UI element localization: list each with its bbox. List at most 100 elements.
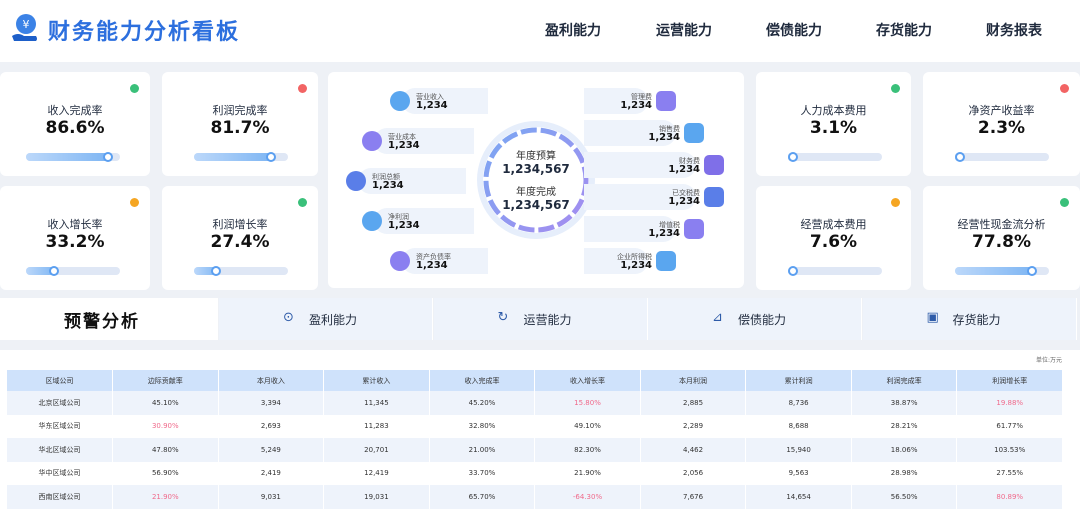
column-header[interactable]: 累计利润 bbox=[745, 370, 852, 391]
kpi-card-profit-completion[interactable]: 利润完成率 81.7% bbox=[162, 72, 318, 176]
kpi-progress-bar bbox=[26, 266, 120, 276]
table-cell: 2,885 bbox=[640, 391, 747, 415]
kpi-progress-fill bbox=[194, 267, 220, 275]
column-header[interactable]: 区域公司 bbox=[7, 370, 114, 391]
table-cell: 38.87% bbox=[851, 391, 958, 415]
table-row[interactable]: 西南区域公司 21.90% 9,031 19,031 65.70% -64.30% 7,67… bbox=[7, 485, 1063, 509]
table-cell: 65.70% bbox=[429, 485, 536, 509]
item-pill bbox=[584, 152, 696, 178]
nav-operations[interactable]: 运营能力 bbox=[656, 23, 712, 39]
table-cell: 21.90% bbox=[534, 461, 641, 485]
table-cell: 华中区域公司 bbox=[7, 461, 114, 485]
table-cell: 45.20% bbox=[429, 391, 536, 415]
warning-table-panel: 单位:万元 区域公司 边际贡献率 本月收入 累计收入 收入完成率 收入增长率 本月利润 累计利… bbox=[0, 350, 1080, 512]
column-header[interactable]: 利润增长率 bbox=[956, 370, 1063, 391]
kpi-progress-knob[interactable] bbox=[1026, 266, 1037, 276]
column-header[interactable]: 收入完成率 bbox=[429, 370, 536, 391]
item-label: 财务费 bbox=[679, 157, 700, 165]
kpi-progress-knob[interactable] bbox=[788, 152, 798, 162]
table-cell: 12,419 bbox=[323, 461, 430, 485]
tab-inventory[interactable]: ▣ 存货能力 bbox=[862, 298, 1077, 340]
table-cell: 15.80% bbox=[534, 391, 641, 415]
column-header[interactable]: 累计收入 bbox=[323, 370, 430, 391]
management-icon bbox=[656, 91, 676, 111]
nav-inventory[interactable]: 存货能力 bbox=[876, 23, 932, 39]
card-icon bbox=[390, 251, 410, 271]
table-row[interactable]: 北京区域公司 45.10% 3,394 11,345 45.20% 15.80% 2,885… bbox=[7, 391, 1063, 415]
item-pill bbox=[358, 168, 466, 194]
kpi-progress-bar bbox=[26, 152, 120, 162]
budget-label: 年度预算 bbox=[516, 151, 556, 162]
item-value: 1,234 bbox=[372, 180, 404, 191]
profit-icon bbox=[362, 211, 382, 231]
tab-operations[interactable]: ↻ 运营能力 bbox=[433, 298, 648, 340]
table-cell: 61.77% bbox=[956, 414, 1063, 438]
table-cell: 28.98% bbox=[851, 461, 958, 485]
kpi-progress-knob[interactable] bbox=[265, 152, 276, 162]
item-label: 营业收入 bbox=[416, 93, 444, 101]
nav-solvency[interactable]: 偿债能力 bbox=[766, 23, 822, 39]
item-label: 管理费 bbox=[631, 93, 652, 101]
table-cell: 45.10% bbox=[112, 391, 219, 415]
kpi-label: 利润完成率 bbox=[212, 104, 268, 117]
table-cell: 56.90% bbox=[112, 461, 219, 485]
column-header[interactable]: 收入增长率 bbox=[534, 370, 641, 391]
table-cell: 21.90% bbox=[112, 485, 219, 509]
kpi-progress-knob[interactable] bbox=[788, 266, 798, 276]
kpi-card-profit-growth[interactable]: 利润增长率 27.4% bbox=[162, 186, 318, 290]
tab-solvency[interactable]: ⊿ 偿债能力 bbox=[648, 298, 862, 340]
kpi-progress-fill bbox=[26, 267, 58, 275]
income-tax-icon bbox=[656, 251, 676, 271]
item-pill bbox=[374, 208, 474, 234]
item-value: 1,234 bbox=[388, 220, 420, 231]
svg-text:¥: ¥ bbox=[23, 18, 30, 31]
item-value: 1,234 bbox=[648, 132, 680, 143]
kpi-progress-bar bbox=[194, 152, 288, 162]
table-row[interactable]: 华北区域公司 47.80% 5,249 20,701 21.00% 82.30% 4,462… bbox=[7, 438, 1063, 462]
table-cell: 9,031 bbox=[218, 485, 325, 509]
table-cell: 82.30% bbox=[534, 438, 641, 462]
table-body: 北京区域公司 45.10% 3,394 11,345 45.20% 15.80% 2,885… bbox=[7, 391, 1063, 509]
kpi-progress-knob[interactable] bbox=[955, 152, 965, 162]
kpi-card-roe[interactable]: 净资产收益率 2.3% bbox=[923, 72, 1080, 176]
tax-icon bbox=[704, 187, 724, 207]
nav-financial-report[interactable]: 财务报表 bbox=[986, 23, 1042, 39]
kpi-progress-knob[interactable] bbox=[211, 266, 222, 276]
item-label: 资产负债率 bbox=[416, 253, 451, 261]
nav-profitability[interactable]: 盈利能力 bbox=[545, 23, 601, 39]
status-dot bbox=[298, 84, 307, 93]
item-value: 1,234 bbox=[668, 164, 700, 175]
money-bag-icon bbox=[390, 91, 410, 111]
table-cell: 5,249 bbox=[218, 438, 325, 462]
column-header[interactable]: 边际贡献率 bbox=[112, 370, 219, 391]
table-cell: 2,289 bbox=[640, 414, 747, 438]
item-pill bbox=[584, 216, 676, 242]
table-row[interactable]: 华东区域公司 30.90% 2,693 11,283 32.80% 49.10% 2,289… bbox=[7, 414, 1063, 438]
column-header[interactable]: 本月利润 bbox=[640, 370, 747, 391]
tab-label: 盈利能力 bbox=[309, 313, 358, 327]
kpi-card-labor-cost[interactable]: 人力成本费用 3.1% bbox=[756, 72, 911, 176]
item-value: 1,234 bbox=[620, 260, 652, 271]
kpi-card-operating-cashflow[interactable]: 经营性现金流分析 77.8% bbox=[923, 186, 1080, 290]
kpi-progress-knob[interactable] bbox=[49, 266, 60, 276]
table-cell: 4,462 bbox=[640, 438, 747, 462]
kpi-card-income-growth[interactable]: 收入增长率 33.2% bbox=[0, 186, 150, 290]
table-cell: 32.80% bbox=[429, 414, 536, 438]
kpi-card-operating-cost[interactable]: 经营成本费用 7.6% bbox=[756, 186, 911, 290]
column-header[interactable]: 本月收入 bbox=[218, 370, 325, 391]
tab-profitability[interactable]: ⊙ 盈利能力 bbox=[219, 298, 433, 340]
kpi-progress-knob[interactable] bbox=[102, 152, 113, 162]
item-label: 增值税 bbox=[659, 221, 680, 229]
column-header[interactable]: 利润完成率 bbox=[851, 370, 958, 391]
item-pill bbox=[584, 120, 676, 146]
table-row[interactable]: 华中区域公司 56.90% 2,419 12,419 33.70% 21.90% 2,056… bbox=[7, 461, 1063, 485]
table-cell: 49.10% bbox=[534, 414, 641, 438]
table-cell: 19.88% bbox=[956, 391, 1063, 415]
table-cell: 80.89% bbox=[956, 485, 1063, 509]
table-cell: 8,736 bbox=[745, 391, 852, 415]
kpi-progress-bar bbox=[955, 152, 1049, 162]
warning-tab-bar: 预警分析 ⊙ 盈利能力 ↻ 运营能力 ⊿ 偿债能力 ▣ 存货能力 bbox=[0, 298, 1080, 340]
kpi-card-income-completion[interactable]: 收入完成率 86.6% bbox=[0, 72, 150, 176]
budget-value: 1,234,567 bbox=[502, 162, 570, 176]
kpi-progress-fill bbox=[955, 267, 1035, 275]
